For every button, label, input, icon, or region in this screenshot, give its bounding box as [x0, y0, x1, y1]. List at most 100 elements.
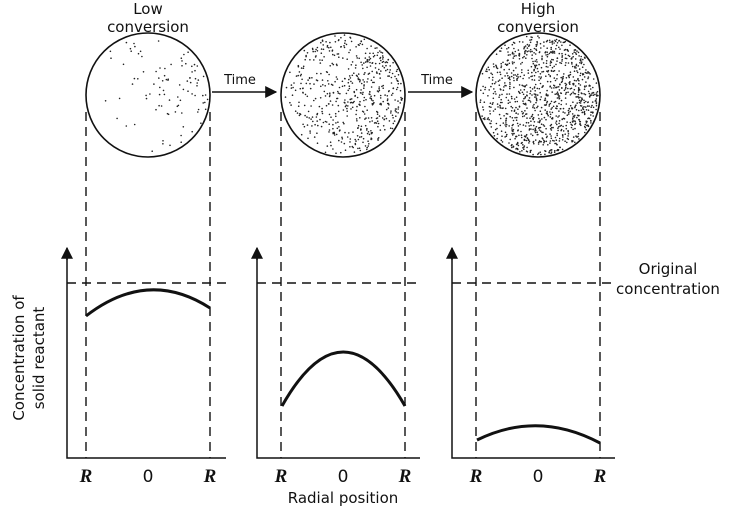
stipple-dot	[568, 82, 570, 84]
stipple-dot	[290, 84, 293, 86]
stipple-dot	[363, 99, 365, 102]
stipple-dot	[543, 125, 546, 127]
stipple-dot	[525, 113, 527, 115]
stipple-dot	[373, 76, 375, 78]
stipple-dot	[382, 84, 385, 87]
stipple-dot	[514, 50, 517, 53]
stipple-dot	[531, 50, 533, 53]
stipple-dot	[389, 127, 392, 129]
stipple-dot	[366, 66, 368, 69]
stipple-dot	[329, 100, 332, 102]
stipple-dot	[546, 47, 548, 49]
stipple-dot	[293, 82, 295, 84]
stipple-dot	[575, 80, 577, 82]
stipple-dot	[343, 122, 345, 125]
stipple-dot	[545, 75, 547, 77]
stipple-dot	[336, 127, 339, 130]
stipple-dot	[513, 86, 515, 89]
tick-label: R	[79, 466, 93, 487]
stipple-dot	[363, 113, 366, 115]
stipple-dot	[533, 86, 536, 88]
stipple-dot	[496, 137, 498, 140]
stipple-dot	[499, 101, 502, 104]
stipple-dot	[520, 136, 523, 139]
stipple-dot	[516, 75, 518, 77]
stipple-dot	[510, 95, 513, 98]
stipple-dot	[498, 94, 501, 96]
stipple-dot	[532, 105, 534, 107]
stipple-dot	[353, 100, 355, 103]
stipple-dot	[360, 128, 362, 131]
stipple-dot	[392, 92, 394, 95]
stipple-dot	[557, 149, 560, 151]
stipple-dot	[531, 134, 534, 137]
stipple-dot	[532, 116, 535, 119]
stipple-dot	[370, 86, 373, 88]
stipple-dot	[162, 89, 165, 92]
stipple-dot	[373, 122, 376, 124]
stipple-dot	[321, 79, 324, 81]
stipple-dot	[560, 103, 562, 106]
stipple-dot	[559, 92, 562, 94]
stipple-dot	[581, 111, 584, 114]
tick-label: R	[593, 466, 607, 487]
stipple-dot	[381, 85, 383, 88]
stipple-dot	[559, 146, 561, 149]
stipple-dot	[343, 142, 346, 145]
stipple-dot	[373, 101, 375, 104]
stipple-dot	[360, 40, 363, 42]
stipple-dot	[518, 55, 521, 57]
stipple-dot	[522, 56, 524, 59]
stipple-dot	[334, 41, 337, 43]
stipple-dot	[397, 112, 399, 114]
stipple-dot	[523, 148, 525, 150]
stipple-dot	[306, 116, 308, 118]
stipple-dot	[202, 102, 204, 104]
stipple-dot	[551, 58, 553, 61]
stipple-dot	[373, 94, 376, 97]
stipple-dot	[380, 102, 382, 105]
stipple-dot	[129, 47, 132, 50]
stipple-dot	[493, 65, 495, 68]
stipple-dot	[314, 123, 316, 126]
stipple-dot	[509, 101, 511, 104]
stipple-dot	[369, 57, 372, 60]
stipple-dot	[382, 100, 385, 103]
stipple-dot	[355, 55, 358, 57]
stipple-dot	[572, 55, 574, 58]
stipple-dot	[349, 49, 352, 51]
stipple-dot	[295, 75, 298, 77]
stipple-dot	[543, 41, 545, 43]
stipple-dot	[541, 71, 543, 73]
stipple-dot	[529, 117, 531, 119]
stipple-dot	[378, 68, 380, 71]
stipple-dot	[193, 63, 196, 66]
stipple-dot	[204, 101, 206, 104]
stipple-dot	[592, 115, 594, 117]
stipple-dot	[527, 69, 529, 72]
stipple-dot	[181, 60, 183, 62]
stipple-dot	[383, 118, 386, 121]
stipple-dot	[362, 79, 364, 81]
stipple-dot	[538, 126, 541, 129]
stipple-dot	[549, 124, 552, 127]
stipple-dot	[309, 130, 311, 132]
stipple-dot	[587, 71, 589, 73]
stipple-dot	[521, 110, 523, 113]
stipple-dot	[530, 38, 533, 41]
stipple-dot	[521, 69, 523, 71]
stipple-dot	[376, 117, 379, 119]
stipple-dot	[557, 127, 559, 129]
stipple-dot	[506, 48, 508, 50]
stipple-dot	[565, 83, 568, 86]
stipple-dot	[383, 66, 386, 69]
stipple-dot	[170, 63, 172, 66]
stipple-dot	[553, 140, 555, 142]
stipple-dot	[331, 49, 334, 51]
stipple-dot	[337, 110, 340, 113]
stipple-dot	[549, 62, 552, 64]
stipple-dot	[547, 53, 549, 56]
stipple-dot	[532, 62, 535, 65]
stipple-dot	[329, 41, 331, 44]
stipple-dot	[583, 112, 586, 115]
